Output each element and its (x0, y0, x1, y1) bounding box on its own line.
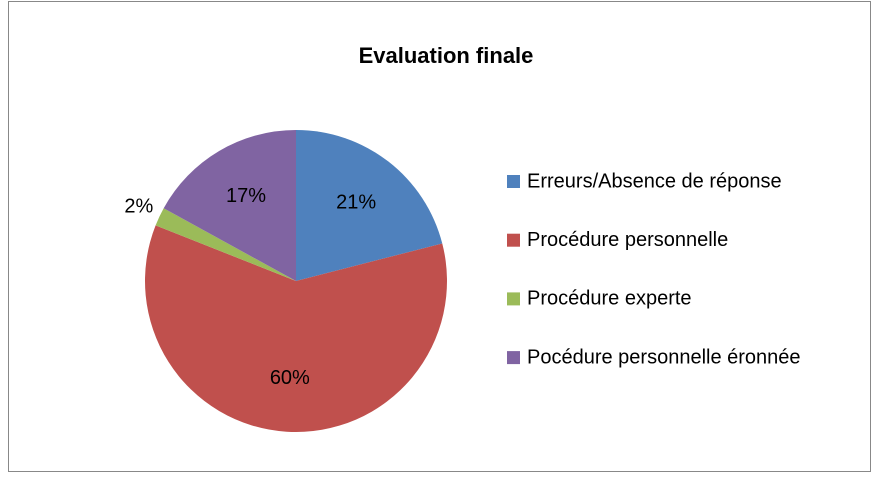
legend-swatch (507, 292, 520, 306)
legend-label: Pocédure personnelle éronnée (527, 346, 801, 368)
data-label: 60% (270, 367, 310, 389)
chart-title: Evaluation finale (359, 43, 534, 68)
pie-slice (296, 130, 443, 281)
legend-label: Procédure personnelle (527, 229, 728, 251)
legend-label: Procédure experte (527, 288, 692, 310)
pie-slice (163, 130, 296, 281)
pie-slice (144, 225, 447, 433)
legend-swatch (507, 175, 520, 188)
data-label: 2% (124, 195, 153, 217)
legend-swatch (507, 233, 520, 247)
legend-swatch (507, 351, 520, 365)
pie-slice (155, 208, 296, 281)
data-label: 21% (336, 192, 376, 214)
data-label: 17% (226, 185, 266, 207)
legend-label: Erreurs/Absence de réponse (527, 170, 782, 192)
